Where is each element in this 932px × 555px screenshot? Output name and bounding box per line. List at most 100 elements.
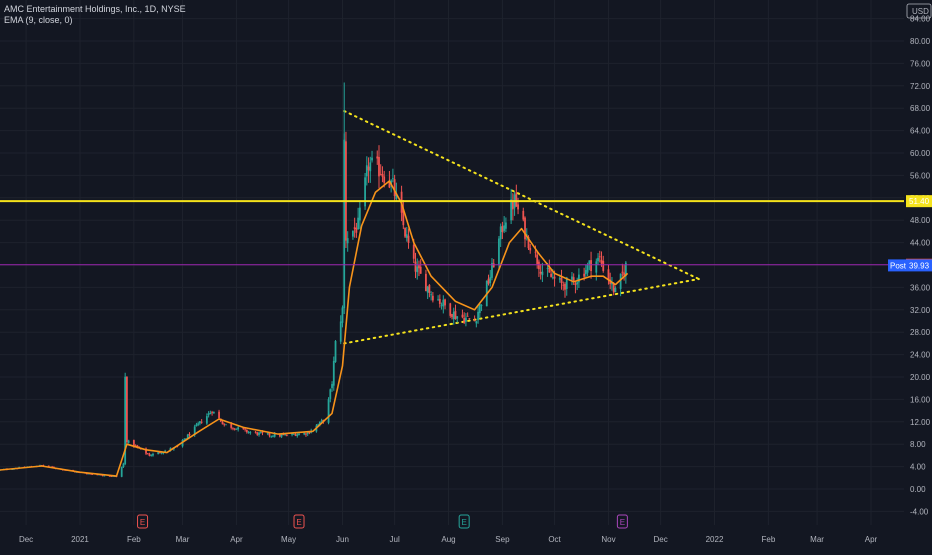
- candle-body: [157, 452, 160, 455]
- candle-body: [442, 299, 445, 307]
- candle-body: [233, 428, 236, 430]
- candle-body: [602, 260, 605, 271]
- price-axis[interactable]: 84.00 80.00 76.00 72.00 68.00 64.00 60.00 56.00…: [888, 3, 932, 516]
- post-price-badge-label: 39.93: [909, 261, 930, 270]
- time-axis[interactable]: Dec 2021 Feb Mar Apr May Jun Jul Aug Sep Oct Nov Dec…: [19, 535, 878, 544]
- candle-body: [197, 423, 200, 425]
- candle-body: [624, 262, 627, 276]
- candle-body: [564, 283, 566, 290]
- price-tick-label: 24.00: [910, 351, 931, 360]
- triangle-pattern: [343, 110, 700, 345]
- time-tick-label: Dec: [19, 535, 33, 544]
- candle-body: [534, 251, 537, 253]
- candle-body: [280, 434, 283, 437]
- candle-body: [416, 266, 419, 273]
- candle-body: [524, 217, 526, 240]
- candle-body: [278, 434, 281, 437]
- triangle-upper-trendline[interactable]: [343, 110, 700, 280]
- price-tick-label: -4.00: [910, 507, 929, 516]
- candle-body: [621, 271, 624, 273]
- currency-label[interactable]: USD: [912, 7, 929, 16]
- candle-body: [473, 320, 476, 322]
- horizontal-level-badge-label: 51.40: [909, 197, 930, 206]
- price-tick-label: 12.00: [910, 418, 931, 427]
- candle-body: [393, 179, 396, 197]
- triangle-lower-trendline[interactable]: [343, 278, 700, 345]
- time-tick-label: Sep: [495, 535, 510, 544]
- candle-body: [536, 254, 539, 264]
- candle-body: [212, 411, 215, 414]
- candle-body: [461, 314, 464, 318]
- earnings-marker-label: E: [620, 518, 625, 527]
- candle-body: [527, 237, 530, 249]
- candle-body: [412, 244, 415, 259]
- currency-box[interactable]: [906, 3, 932, 19]
- indicator-label[interactable]: EMA (9, close, 0): [4, 15, 73, 25]
- candle-body: [371, 157, 373, 161]
- candle-body: [378, 156, 380, 177]
- symbol-title[interactable]: AMC Entertainment Holdings, Inc., 1D, NY…: [4, 4, 186, 14]
- horizontal-level-badge: [906, 195, 932, 208]
- price-tick-label: 48.00: [910, 216, 931, 225]
- candle-body: [332, 361, 335, 386]
- candle-body: [200, 421, 203, 423]
- candle-body: [590, 260, 592, 272]
- candle-body: [501, 225, 504, 233]
- candle-body: [268, 433, 271, 436]
- candle-body: [381, 174, 384, 177]
- candle-body: [390, 180, 393, 185]
- candle-body: [221, 421, 224, 425]
- candle-body: [146, 453, 149, 455]
- candle-body: [258, 432, 260, 435]
- candle-body: [365, 165, 368, 177]
- earnings-marker[interactable]: [293, 514, 305, 529]
- earnings-marker[interactable]: [137, 514, 149, 529]
- post-tag-label: Post: [890, 261, 907, 270]
- candle-body: [379, 173, 382, 175]
- price-tick-label: 16.00: [910, 395, 931, 404]
- candle-body: [285, 435, 288, 436]
- candle-body: [430, 294, 433, 296]
- candle-body: [272, 436, 274, 438]
- post-price-badge: [906, 259, 932, 272]
- earnings-marker[interactable]: [616, 514, 628, 529]
- candle-body: [487, 278, 490, 284]
- candle-body: [558, 278, 561, 280]
- candle-body: [47, 465, 50, 467]
- candle-body: [541, 271, 544, 276]
- candle-body: [578, 274, 580, 283]
- candle-body: [261, 432, 264, 434]
- candle-body: [383, 176, 386, 183]
- candle-body: [235, 428, 238, 430]
- candle-body: [126, 376, 128, 443]
- candle-body: [232, 427, 234, 429]
- candle-body: [548, 266, 551, 273]
- candle-body: [127, 440, 130, 443]
- candle-body: [308, 432, 311, 434]
- candle-body: [245, 429, 248, 433]
- candle-body: [407, 235, 410, 243]
- candle-body: [465, 317, 467, 322]
- candle-body: [607, 269, 610, 280]
- candle-body: [612, 282, 615, 293]
- time-tick-label: Feb: [127, 535, 141, 544]
- price-tick-label: 32.00: [910, 306, 931, 315]
- candle-body: [619, 273, 622, 289]
- candle-body: [367, 166, 370, 171]
- candle-body: [254, 431, 257, 433]
- price-tick-label: 68.00: [910, 104, 931, 113]
- price-levels: [0, 200, 904, 266]
- candle-body: [504, 222, 507, 229]
- candle-body: [223, 423, 226, 425]
- candle-body: [152, 453, 154, 456]
- candle-body: [87, 473, 90, 475]
- candle-body: [598, 256, 601, 258]
- candle-body: [425, 273, 427, 292]
- candle-body: [364, 177, 366, 207]
- earnings-marker[interactable]: [458, 514, 470, 529]
- candle-body: [584, 269, 587, 275]
- candle-body: [256, 432, 259, 435]
- candle-body: [186, 434, 189, 439]
